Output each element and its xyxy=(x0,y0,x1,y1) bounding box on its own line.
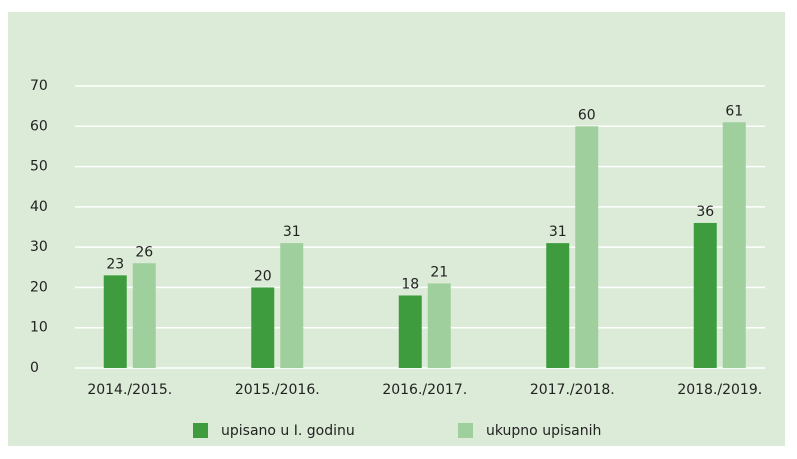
data-label: 31 xyxy=(283,224,301,240)
data-label: 26 xyxy=(135,244,153,260)
x-tick-label: 2015./2016. xyxy=(235,382,320,398)
x-tick-label: 2018./2019. xyxy=(677,382,762,398)
bar xyxy=(546,243,570,368)
y-tick-label: 20 xyxy=(30,279,48,295)
bar xyxy=(280,243,304,368)
x-tick-label: 2017./2018. xyxy=(530,382,615,398)
bar xyxy=(693,222,717,368)
x-tick-label: 2016./2017. xyxy=(382,382,467,398)
legend-label: ukupno upisanih xyxy=(486,423,601,439)
legend-swatch xyxy=(193,423,208,438)
y-tick-label: 40 xyxy=(30,199,48,215)
bar xyxy=(251,287,275,368)
y-tick-label: 50 xyxy=(30,159,48,175)
y-tick-label: 60 xyxy=(30,118,48,134)
bar xyxy=(103,275,127,368)
data-label: 18 xyxy=(401,276,419,292)
data-label: 60 xyxy=(578,107,596,123)
y-tick-label: 10 xyxy=(30,320,48,336)
bar xyxy=(132,263,156,368)
data-label: 21 xyxy=(430,264,448,280)
data-label: 31 xyxy=(549,224,567,240)
y-tick-label: 70 xyxy=(30,78,48,94)
legend-swatch xyxy=(458,423,473,438)
chart-background xyxy=(8,12,785,446)
x-tick-label: 2014./2015. xyxy=(87,382,172,398)
bar xyxy=(722,122,746,368)
data-label: 23 xyxy=(106,256,124,272)
bar xyxy=(575,126,599,369)
legend-label: upisano u I. godinu xyxy=(221,423,355,439)
data-label: 61 xyxy=(725,103,743,119)
data-label: 36 xyxy=(696,204,714,220)
data-label: 20 xyxy=(254,268,272,284)
bar xyxy=(427,283,451,368)
y-tick-label: 30 xyxy=(30,239,48,255)
bar xyxy=(398,295,422,368)
y-tick-label: 0 xyxy=(30,360,39,376)
